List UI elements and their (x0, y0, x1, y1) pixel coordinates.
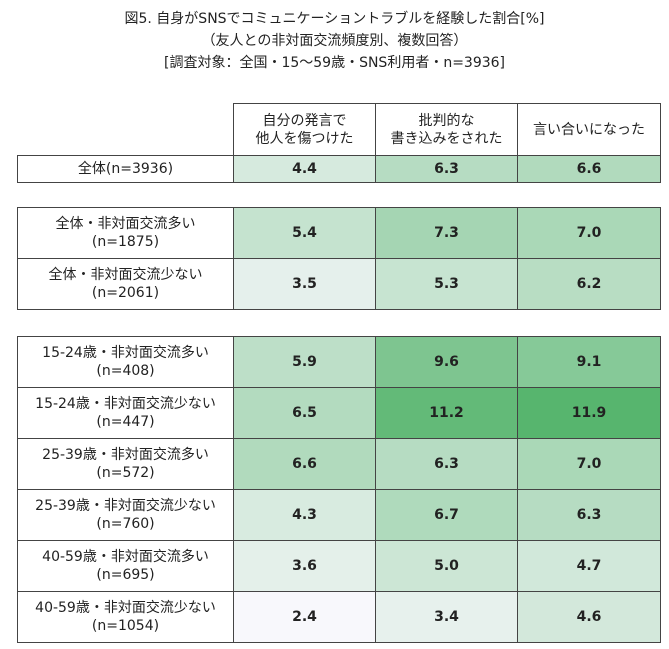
header-text: 他人を傷つけた (255, 130, 354, 147)
row-label-text: 全体・非対面交流多い (55, 216, 196, 232)
heat-cell: 5.0 (375, 540, 518, 592)
heat-cell: 5.3 (375, 258, 518, 310)
cell-value: 5.3 (434, 276, 459, 292)
heat-cell: 6.5 (233, 387, 376, 439)
column-header: 言い合いになった (517, 103, 661, 156)
heat-cell: 6.6 (517, 155, 661, 183)
cell-value: 3.4 (434, 609, 459, 625)
cell-value: 5.0 (434, 558, 459, 574)
row-label: 25-39歳・非対面交流多い (n=572) (17, 438, 234, 490)
cell-value: 5.9 (292, 354, 317, 370)
heat-cell: 3.5 (233, 258, 376, 310)
cell-value: 6.3 (434, 456, 459, 472)
cell-value: 6.3 (576, 507, 602, 523)
row-label-text: 25-39歳・非対面交流少ない (35, 498, 216, 514)
heat-cell: 9.6 (375, 336, 518, 388)
row-label-text: 全体・非対面交流少ない (48, 267, 203, 283)
row-label-text: (n=408) (96, 363, 155, 379)
cell-value: 3.6 (292, 558, 317, 574)
heat-cell: 6.3 (375, 155, 518, 183)
row-label: 全体・非対面交流少ない (n=2061) (17, 258, 234, 310)
header-text: 批判的な (418, 112, 475, 129)
row-label-text: (n=1875) (91, 234, 160, 250)
cell-value: 2.4 (292, 609, 317, 625)
cell-value: 4.7 (576, 558, 602, 574)
cell-value: 6.6 (576, 161, 602, 177)
row-label-text: (n=447) (96, 414, 155, 430)
row-label-text: 25-39歳・非対面交流多い (42, 447, 209, 463)
cell-value: 4.6 (576, 609, 602, 625)
row-label-text: 全体(n=3936) (77, 161, 174, 177)
row-label: 40-59歳・非対面交流多い (n=695) (17, 540, 234, 592)
heat-cell: 9.1 (517, 336, 661, 388)
heat-cell: 4.4 (233, 155, 376, 183)
header-text: 書き込みをされた (390, 130, 503, 147)
row-label-text: 15-24歳・非対面交流多い (42, 345, 209, 361)
row-label-text: 15-24歳・非対面交流少ない (35, 396, 216, 412)
row-label-text: 40-59歳・非対面交流多い (42, 549, 209, 565)
cell-value: 4.4 (292, 161, 317, 177)
cell-value: 7.0 (576, 225, 602, 241)
cell-value: 6.6 (292, 456, 317, 472)
cell-value: 6.5 (292, 405, 317, 421)
row-label: 全体(n=3936) (17, 155, 234, 183)
row-label: 40-59歳・非対面交流少ない (n=1054) (17, 591, 234, 643)
cell-value: 6.3 (434, 161, 459, 177)
cell-value: 6.7 (434, 507, 459, 523)
cell-value: 6.2 (576, 276, 602, 292)
title-line: 図5. 自身がSNSでコミュニケーショントラブルを経験した割合[%] (0, 8, 669, 28)
row-label: 15-24歳・非対面交流多い (n=408) (17, 336, 234, 388)
title-text: 図5. 自身がSNSでコミュニケーショントラブルを経験した割合[%] (124, 11, 545, 27)
column-header: 自分の発言で 他人を傷つけた (233, 103, 376, 156)
heat-cell: 6.2 (517, 258, 661, 310)
row-label-text: 40-59歳・非対面交流少ない (35, 600, 216, 616)
heat-cell: 6.3 (375, 438, 518, 490)
heat-cell: 7.0 (517, 207, 661, 259)
cell-value: 5.4 (292, 225, 317, 241)
heat-cell: 6.7 (375, 489, 518, 541)
heat-cell: 5.9 (233, 336, 376, 388)
row-label: 15-24歳・非対面交流少ない (n=447) (17, 387, 234, 439)
title-line: （友人との非対面交流頻度別、複数回答） (0, 30, 669, 50)
heat-cell: 4.3 (233, 489, 376, 541)
row-label-text: (n=760) (96, 516, 155, 532)
heat-cell: 7.0 (517, 438, 661, 490)
heat-cell: 7.3 (375, 207, 518, 259)
cell-value: 11.2 (429, 405, 464, 421)
cell-value: 7.3 (434, 225, 459, 241)
cell-value: 11.9 (571, 405, 607, 421)
cell-value: 3.5 (292, 276, 317, 292)
heat-cell: 4.6 (517, 591, 661, 643)
cell-value: 4.3 (292, 507, 317, 523)
title-line: [調査対象：全国・15～59歳・SNS利用者・n=3936] (0, 52, 669, 72)
heat-cell: 5.4 (233, 207, 376, 259)
heat-cell: 6.6 (233, 438, 376, 490)
heat-cell: 11.2 (375, 387, 518, 439)
row-label-text: (n=1054) (91, 618, 160, 634)
heat-cell: 3.6 (233, 540, 376, 592)
header-text: 言い合いになった (533, 121, 645, 138)
heat-cell: 6.3 (517, 489, 661, 541)
row-label-text: (n=2061) (91, 285, 160, 301)
header-text: 自分の発言で (262, 112, 347, 129)
column-header: 批判的な 書き込みをされた (375, 103, 518, 156)
title-text: （友人との非対面交流頻度別、複数回答） (201, 33, 468, 49)
cell-value: 9.6 (434, 354, 459, 370)
row-label: 25-39歳・非対面交流少ない (n=760) (17, 489, 234, 541)
heat-cell: 2.4 (233, 591, 376, 643)
heat-cell: 4.7 (517, 540, 661, 592)
cell-value: 7.0 (576, 456, 602, 472)
row-label-text: (n=695) (96, 567, 155, 583)
heat-cell: 3.4 (375, 591, 518, 643)
row-label-text: (n=572) (96, 465, 155, 481)
cell-value: 9.1 (576, 354, 602, 370)
heat-cell: 11.9 (517, 387, 661, 439)
row-label: 全体・非対面交流多い (n=1875) (17, 207, 234, 259)
title-text: [調査対象：全国・15～59歳・SNS利用者・n=3936] (163, 55, 506, 71)
